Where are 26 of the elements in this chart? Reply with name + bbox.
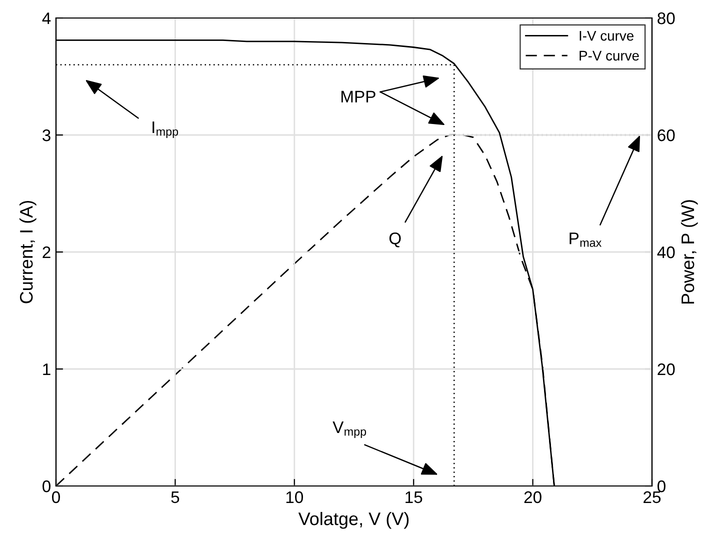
- x-tick-label: 0: [52, 491, 60, 504]
- x-tick-label: 5: [171, 491, 180, 504]
- legend-label: I-V curve: [580, 31, 634, 41]
- annotation: Q: [389, 232, 401, 248]
- y2-tick-label: 0: [658, 480, 666, 492]
- annotation: V$_{mpp}$: [332, 422, 366, 438]
- annotation: P$_{max}$: [570, 232, 602, 247]
- y-tick-label: 3: [42, 129, 50, 142]
- x-tick-label: 10: [286, 491, 304, 504]
- y-axis-title: Current, I (A): [19, 200, 36, 304]
- y-tick-label: 2: [42, 246, 50, 258]
- annotation: I$_{mpp}$: [152, 122, 178, 138]
- annotation: MPP: [341, 90, 376, 102]
- y2-axis-title: Power, P (W): [680, 200, 698, 304]
- x-tick-label: 20: [524, 491, 542, 504]
- y-tick-label: 0: [42, 480, 50, 492]
- legend-label: P-V curve: [580, 50, 639, 61]
- y2-tick-label: 20: [658, 363, 675, 376]
- y2-tick-label: 40: [657, 246, 675, 258]
- y-tick-label: 4: [42, 12, 51, 24]
- y2-tick-label: 60: [658, 129, 675, 142]
- x-tick-label: 15: [406, 491, 422, 504]
- y2-tick-label: 80: [658, 12, 675, 24]
- x-tick-label: 25: [644, 491, 661, 504]
- y-tick-label: 1: [43, 364, 50, 376]
- x-axis-title: Volatge, V (V): [298, 512, 409, 529]
